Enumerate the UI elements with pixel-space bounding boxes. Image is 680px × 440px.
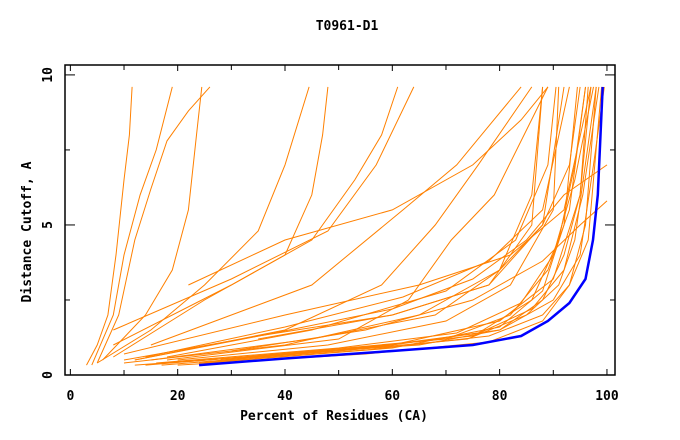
y-tick-label: 0 bbox=[41, 371, 56, 379]
plot-frame bbox=[64, 64, 616, 376]
x-tick-label: 0 bbox=[66, 389, 74, 404]
model-curve-33 bbox=[209, 86, 605, 362]
chart-title: T0961-D1 bbox=[316, 19, 379, 34]
model-curve-8 bbox=[113, 86, 415, 331]
model-curve-24 bbox=[231, 200, 608, 352]
model-curve-26 bbox=[177, 86, 560, 361]
model-curve-31 bbox=[166, 86, 557, 358]
model-curve-5 bbox=[96, 86, 310, 364]
model-curve-9 bbox=[150, 86, 522, 346]
x-tick-label: 80 bbox=[492, 389, 508, 404]
model-curve-23 bbox=[134, 164, 608, 361]
x-tick-label: 20 bbox=[170, 389, 186, 404]
x-tick-label: 100 bbox=[595, 389, 619, 404]
model-curve-25 bbox=[123, 86, 592, 355]
model-curve-11 bbox=[134, 86, 533, 361]
model-curve-20 bbox=[188, 86, 586, 362]
model-curve-6 bbox=[113, 86, 329, 358]
model-curve-15 bbox=[145, 86, 586, 366]
highlight-curve bbox=[199, 86, 604, 367]
model-curve-32 bbox=[258, 86, 544, 340]
model-curve-28 bbox=[199, 86, 603, 364]
model-curve-17 bbox=[123, 86, 581, 361]
model-curve-29 bbox=[150, 86, 544, 361]
x-tick-label: 60 bbox=[384, 389, 400, 404]
model-curve-21 bbox=[145, 86, 570, 358]
model-curve-13 bbox=[123, 86, 565, 364]
y-tick-label: 10 bbox=[41, 67, 56, 83]
model-curve-16 bbox=[156, 86, 594, 364]
model-curve-10 bbox=[188, 86, 549, 286]
x-tick-label: 40 bbox=[277, 389, 293, 404]
y-tick-label: 5 bbox=[41, 221, 56, 229]
x-axis-label: Percent of Residues (CA) bbox=[240, 409, 428, 424]
model-curve-7 bbox=[113, 86, 399, 346]
model-curve-2 bbox=[91, 86, 173, 366]
model-curve-19 bbox=[166, 86, 600, 364]
model-curve-3 bbox=[96, 86, 211, 364]
model-curve-1 bbox=[86, 86, 133, 366]
model-curve-4 bbox=[102, 86, 203, 361]
model-curve-12 bbox=[166, 86, 549, 361]
model-curve-30 bbox=[220, 86, 589, 361]
model-curve-18 bbox=[177, 86, 597, 366]
y-axis-label: Distance Cutoff, A bbox=[20, 161, 35, 302]
